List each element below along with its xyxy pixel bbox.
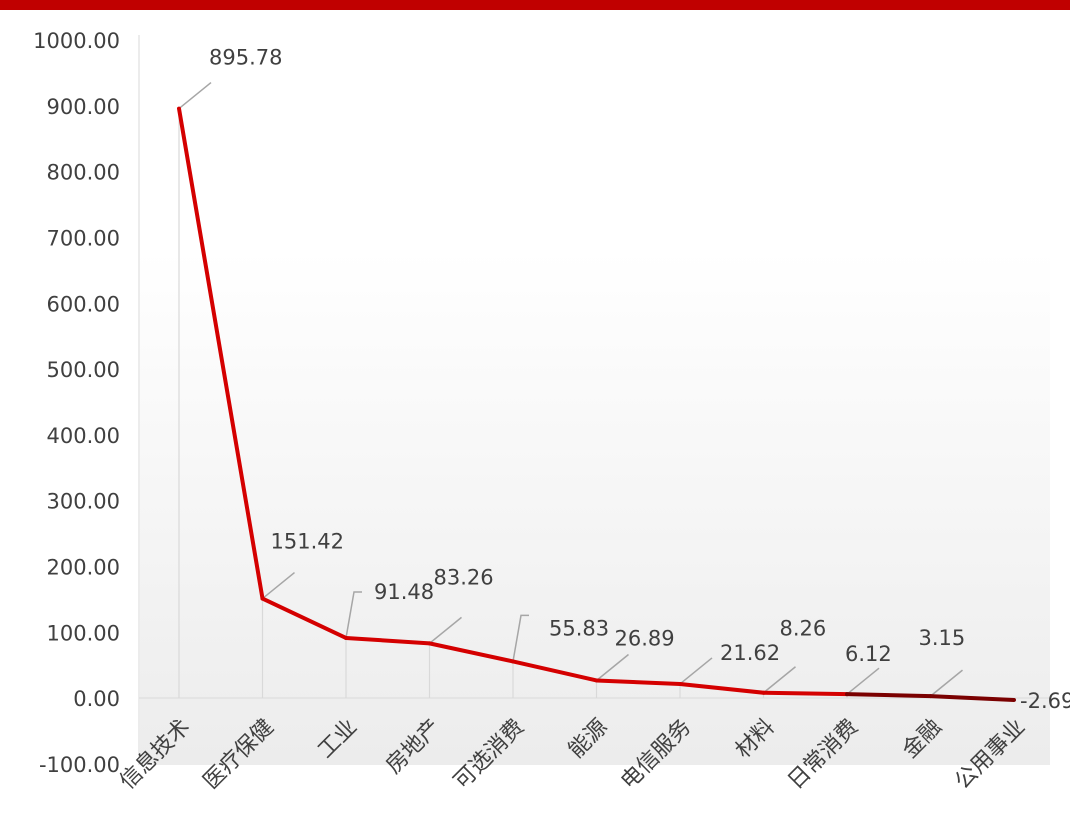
series-segment <box>511 659 599 683</box>
data-label: -2.69 <box>1020 689 1070 713</box>
leader-line <box>178 82 212 110</box>
y-tick-label: 700.00 <box>47 226 120 250</box>
leader-line <box>429 616 462 644</box>
series-line <box>177 106 1016 702</box>
y-tick-label: 300.00 <box>47 490 120 514</box>
y-tick-label: 500.00 <box>47 358 120 382</box>
data-label: 83.26 <box>434 565 494 589</box>
series-segment <box>928 694 1016 702</box>
y-tick-label: 1000.00 <box>33 29 120 53</box>
y-tick-label: -100.00 <box>39 753 120 777</box>
leader-line <box>930 669 963 697</box>
leader-line <box>596 653 629 682</box>
data-label: 895.78 <box>209 46 282 70</box>
data-label: 6.12 <box>845 642 892 666</box>
y-tick-label: 600.00 <box>47 292 120 316</box>
series-segment <box>761 690 849 697</box>
data-label: 8.26 <box>780 617 827 641</box>
leader-line <box>846 667 880 695</box>
data-label: 26.89 <box>615 626 675 650</box>
y-tick-label: 900.00 <box>47 95 120 119</box>
y-tick-label: 800.00 <box>47 161 120 185</box>
data-label: 91.48 <box>374 580 434 604</box>
data-label: 21.62 <box>720 641 780 665</box>
leader-line <box>345 591 362 639</box>
y-tick-label: 0.00 <box>73 687 120 711</box>
leader-line <box>512 614 529 662</box>
series-segment <box>177 106 265 601</box>
top-accent-bar <box>0 0 1070 10</box>
y-tick-label: 100.00 <box>47 621 120 645</box>
data-label: 3.15 <box>919 626 966 650</box>
y-tick-label: 200.00 <box>47 556 120 580</box>
y-axis-ticks: -100.00 0.00 100.00 200.00 300.00 400.00 500.0… <box>33 29 120 777</box>
series-segment <box>344 635 432 646</box>
data-label: 151.42 <box>271 530 344 554</box>
series-segment <box>594 678 682 686</box>
series-segment <box>845 692 933 699</box>
leader-line <box>679 657 713 685</box>
y-tick-label: 400.00 <box>47 424 120 448</box>
label-leader-lines <box>178 82 963 697</box>
plot-background <box>140 250 1050 765</box>
data-label: 55.83 <box>549 616 609 640</box>
leader-line <box>262 571 295 600</box>
series-segment <box>678 681 766 695</box>
leader-line <box>763 666 796 694</box>
series-segment <box>260 596 348 640</box>
series-segment <box>427 641 515 664</box>
